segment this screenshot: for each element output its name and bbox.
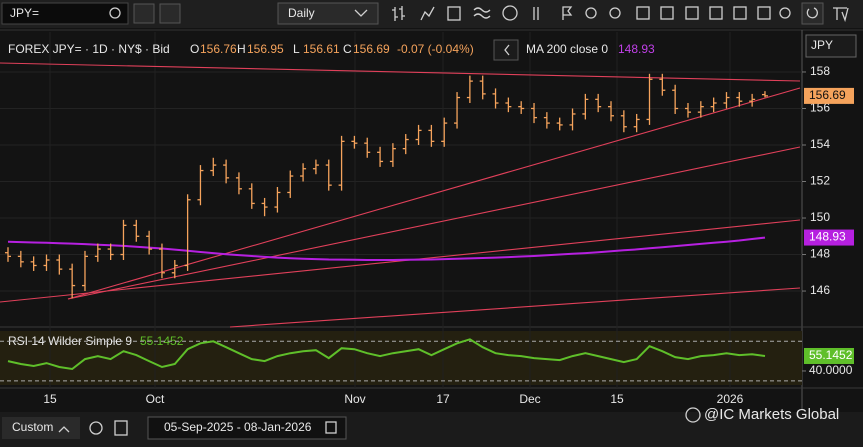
brand-icon <box>685 407 701 423</box>
y-tick-label: 158 <box>810 64 830 78</box>
price-badge-label: 156.69 <box>809 88 846 102</box>
x-tick-label: 17 <box>436 392 450 406</box>
folder-button[interactable] <box>159 3 181 24</box>
ohlc-label: C <box>343 42 352 56</box>
ohlc-value: 156.61 <box>303 42 340 56</box>
symbol-search[interactable] <box>1 2 129 25</box>
calendar-icon[interactable] <box>325 421 337 434</box>
rsi-line <box>7 338 766 371</box>
price-badge <box>804 87 854 104</box>
ohlc-label: H <box>237 42 246 56</box>
y-tick-label: 154 <box>810 137 830 151</box>
search-icon[interactable] <box>109 7 121 19</box>
y-tick-label: 40.0000 <box>809 363 853 377</box>
date-range-box[interactable] <box>147 416 347 440</box>
dropdown-caret <box>354 9 368 17</box>
y-tick-label: 156 <box>810 101 830 115</box>
brand: @IC Markets Global <box>704 406 839 423</box>
collapse-icon <box>504 44 510 56</box>
ohlc-label: L <box>293 42 300 56</box>
ma-line <box>7 236 766 261</box>
add-button[interactable] <box>133 3 155 24</box>
date-range[interactable]: 05-Sep-2025 - 08-Jan-2026 <box>164 420 312 434</box>
y-tick-label: 152 <box>810 174 830 188</box>
axis-unit: JPY <box>811 38 833 52</box>
x-tick-label: 15 <box>43 392 57 406</box>
y-tick-label: 148 <box>810 247 830 261</box>
price-badge-label: 148.93 <box>809 230 846 244</box>
x-tick-label: Nov <box>344 392 365 406</box>
price-badge <box>804 229 854 246</box>
ohlc-value: 156.69 <box>353 42 390 56</box>
axis-unit-box[interactable] <box>805 34 857 58</box>
ohlc-value: 156.76 <box>200 42 237 56</box>
settings-icon[interactable] <box>89 421 103 435</box>
interval-label[interactable]: Daily <box>288 6 315 20</box>
x-tick-label: 2026 <box>717 392 744 406</box>
table-icon[interactable] <box>114 420 128 436</box>
ohlc-label: O <box>190 42 199 56</box>
range-button-label[interactable]: Custom <box>12 420 53 434</box>
symbol-input[interactable]: JPY= <box>10 6 39 20</box>
range-caret <box>58 426 70 433</box>
rsi-band <box>0 331 802 385</box>
ohlc-value: 156.95 <box>247 42 284 56</box>
y-tick-label: 150 <box>810 210 830 224</box>
chart-title: FOREX JPY= · 1D · NY$ · Bid <box>8 42 170 56</box>
footer <box>0 412 863 447</box>
tool-icons[interactable] <box>392 2 849 25</box>
ma-value: 148.93 <box>618 42 655 56</box>
interval-dropdown[interactable] <box>277 2 379 25</box>
x-tick-label: 15 <box>610 392 624 406</box>
price-badge <box>804 347 854 364</box>
range-button[interactable] <box>2 417 80 439</box>
ma-label: MA 200 close 0 <box>526 42 608 56</box>
trend-lines <box>0 62 801 328</box>
y-tick-label: 146 <box>810 283 830 297</box>
x-tick-label: Dec <box>519 392 540 406</box>
x-tick-label: Oct <box>146 392 165 406</box>
price-badge-label: 55.1452 <box>809 348 853 362</box>
collapse-button[interactable] <box>493 39 519 61</box>
change: -0.07 (-0.04%) <box>397 42 474 56</box>
